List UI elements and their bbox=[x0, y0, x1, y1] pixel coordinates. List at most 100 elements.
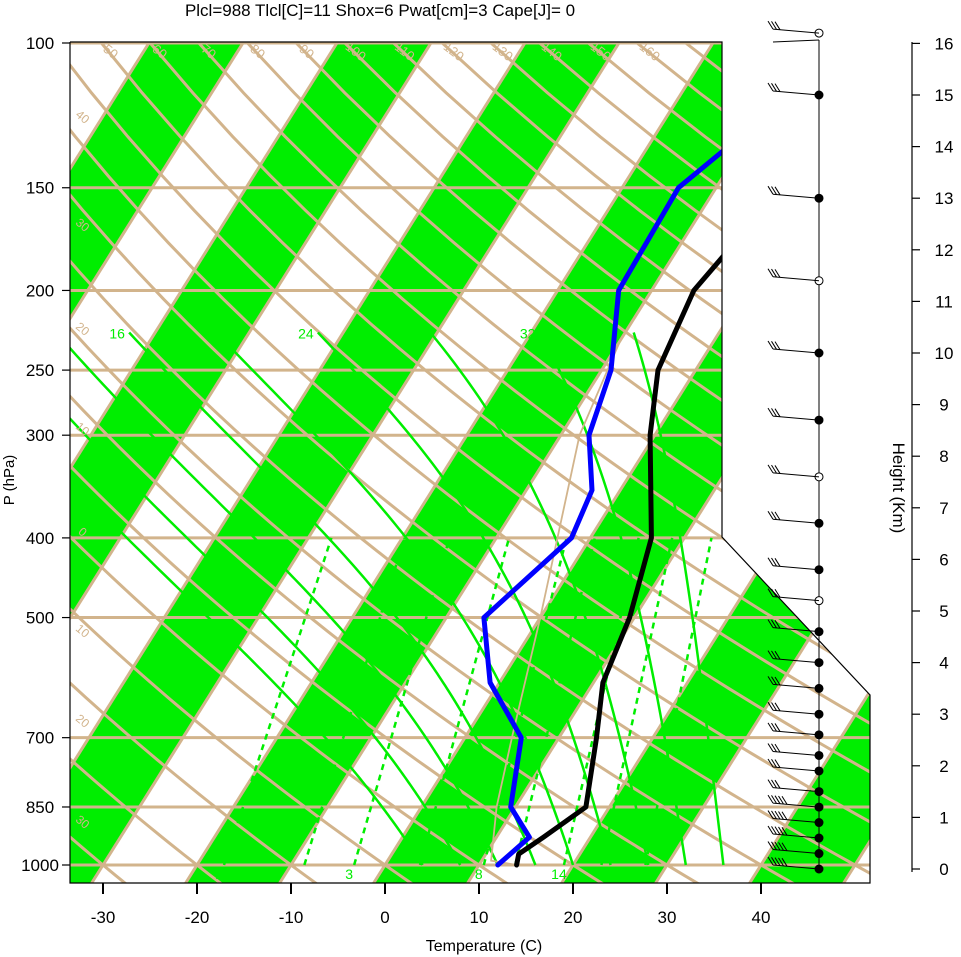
wind-barb-staff bbox=[772, 849, 820, 855]
temperature-tick-label: -10 bbox=[279, 908, 304, 927]
isotherm-label: 30 bbox=[721, 118, 748, 145]
wind-barb-staff bbox=[772, 90, 820, 96]
height-tick-label: 14 bbox=[935, 138, 954, 157]
wind-barb-feather bbox=[771, 557, 777, 567]
wind-barb-column bbox=[767, 20, 824, 874]
height-tick-label: 2 bbox=[939, 757, 948, 776]
y-axis-label: P (hPa) bbox=[1, 455, 18, 506]
mixing-ratio-label: 1 bbox=[215, 866, 223, 882]
temperature-tick-label: 40 bbox=[752, 908, 771, 927]
pressure-tick-label: 500 bbox=[26, 609, 54, 628]
wind-barb-staff bbox=[772, 750, 820, 756]
wind-barb-feather bbox=[771, 21, 777, 30]
wind-barb-feather bbox=[771, 676, 777, 685]
wind-barb-feather bbox=[774, 841, 781, 851]
wind-barb-staff bbox=[772, 658, 820, 664]
wind-barb-feather bbox=[771, 268, 777, 278]
mixing-ratio-line bbox=[514, 537, 597, 866]
isotherm-band bbox=[70, 42, 448, 883]
height-tick-label: 16 bbox=[935, 34, 954, 53]
wind-barb-feather bbox=[771, 511, 777, 520]
chart-title: Plcl=988 Tlcl[C]=11 Shox=6 Pwat[cm]=3 Ca… bbox=[185, 1, 575, 20]
pressure-tick-label: 400 bbox=[26, 529, 54, 548]
wind-barb-staff bbox=[772, 833, 820, 839]
pressure-axis: 100 150 200 250 300 400 500 700 850 1000 bbox=[21, 34, 70, 875]
wind-barb-feather bbox=[767, 825, 774, 835]
isotherm-line bbox=[182, 42, 731, 883]
wind-barb-staff bbox=[772, 565, 820, 571]
isotherm-line bbox=[70, 42, 167, 883]
wind-barb-staff bbox=[772, 802, 820, 808]
wind-barb-feather bbox=[767, 676, 774, 685]
wind-barb-feather bbox=[774, 795, 781, 804]
height-tick-label: 4 bbox=[939, 654, 948, 673]
dry-adiabat-line bbox=[70, 42, 321, 883]
temperature-tick-label: 0 bbox=[380, 908, 389, 927]
wind-barb-feather bbox=[767, 779, 774, 788]
wind-barb-staff bbox=[772, 683, 820, 689]
dry-adiabat-line bbox=[70, 42, 799, 883]
parcel-trace-line bbox=[490, 339, 622, 866]
isotherm-band bbox=[70, 42, 636, 883]
wind-barb-feather bbox=[774, 408, 781, 417]
wind-barb-feather bbox=[771, 826, 777, 835]
wind-barb-staff bbox=[772, 709, 820, 715]
wind-barb-feather bbox=[771, 619, 777, 629]
dry-adiabat-line bbox=[70, 42, 416, 883]
wind-barb-feather bbox=[781, 796, 788, 805]
mixing-ratio-label: 8 bbox=[475, 866, 483, 882]
isotherm-line bbox=[70, 42, 73, 883]
moist-adiabat-label: 32 bbox=[520, 325, 536, 341]
dry-adiabat-line bbox=[149, 42, 870, 883]
wind-barb-feather bbox=[774, 511, 781, 521]
wind-barb-feather bbox=[774, 269, 781, 278]
pressure-tick-label: 150 bbox=[26, 179, 54, 198]
isotherm-line bbox=[70, 42, 355, 883]
mixing-ratio-line bbox=[482, 537, 568, 866]
wind-barb-feather bbox=[774, 21, 781, 30]
isotherm-edge-label: 20 bbox=[73, 711, 92, 731]
isotherm-line bbox=[70, 42, 543, 883]
wind-barb-staff bbox=[772, 787, 820, 793]
moist-adiabat-line bbox=[70, 331, 462, 866]
wind-barb-feather bbox=[771, 83, 777, 92]
wind-barb-feather bbox=[774, 619, 781, 629]
pressure-tick-label: 100 bbox=[26, 34, 54, 53]
wind-barb-staff bbox=[772, 39, 820, 43]
height-tick-label: 1 bbox=[939, 808, 948, 827]
height-tick-label: 6 bbox=[939, 550, 948, 569]
isotherm-line bbox=[70, 42, 261, 883]
isotherm-label: 10 bbox=[743, 534, 770, 561]
mixing-ratio-line bbox=[644, 537, 713, 866]
temperature-tick-label: 20 bbox=[564, 908, 583, 927]
x-axis-label: Temperature (C) bbox=[426, 938, 542, 955]
pressure-tick-label: 300 bbox=[26, 426, 54, 445]
isotherm-line bbox=[652, 42, 870, 883]
temperature-profile-line bbox=[514, 42, 870, 868]
wind-barb-feather bbox=[781, 826, 788, 836]
dry-adiabat-line bbox=[246, 42, 870, 883]
dry-adiabat-line bbox=[70, 42, 870, 883]
wind-barb-feather bbox=[771, 702, 777, 711]
wind-barb-feather bbox=[781, 842, 788, 851]
wind-barb-feather bbox=[767, 407, 774, 417]
height-tick-label: 13 bbox=[935, 189, 954, 208]
wind-barb-feather bbox=[778, 795, 784, 805]
wind-barb-feather bbox=[767, 511, 774, 520]
pressure-tick-label: 700 bbox=[26, 729, 54, 748]
height-axis-label: Height (Km) bbox=[889, 443, 908, 534]
height-tick-label: 0 bbox=[939, 860, 948, 879]
wind-barb-feather bbox=[774, 83, 781, 92]
dry-adiabat-line bbox=[70, 42, 870, 883]
wind-barb-feather bbox=[774, 676, 781, 686]
temperature-tick-label: 10 bbox=[470, 908, 489, 927]
dry-adiabat-line bbox=[70, 42, 703, 883]
wind-barb-feather bbox=[767, 557, 774, 566]
wind-barb-feather bbox=[767, 841, 774, 850]
dry-adiabat-line bbox=[70, 42, 607, 883]
dry-adiabat-line bbox=[295, 42, 870, 883]
temperature-tick-label: -20 bbox=[185, 908, 210, 927]
moist-adiabat-line bbox=[70, 331, 499, 866]
